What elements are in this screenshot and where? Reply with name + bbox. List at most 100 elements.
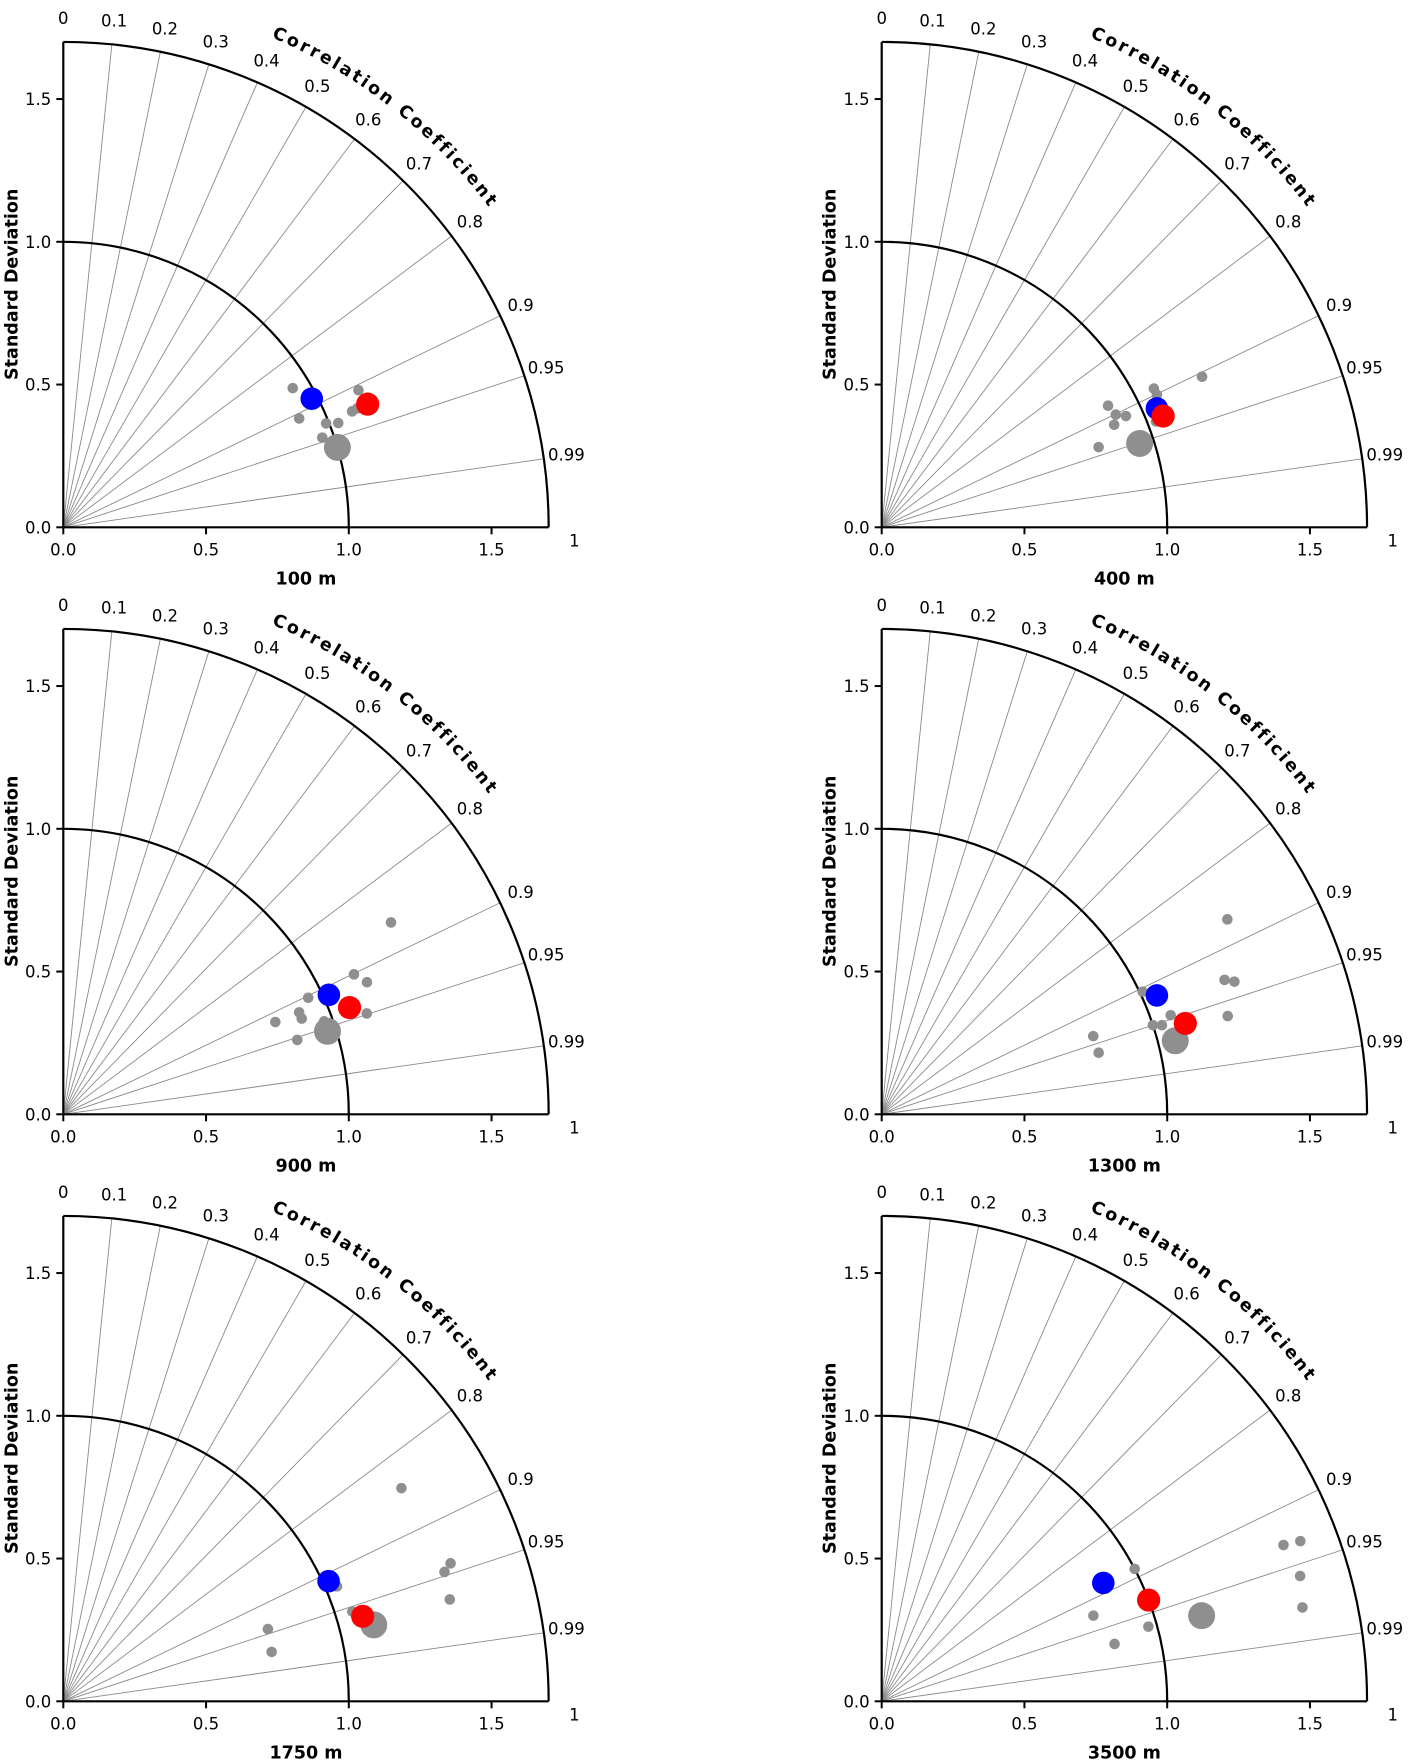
correlation-tick-label: 0.8 (1275, 1386, 1301, 1405)
gray-member-marker (317, 432, 328, 443)
x-axis-ticks: 0.0 0.5 1.0 1.5 (869, 1114, 1323, 1146)
radial-gridline (881, 767, 1222, 1115)
correlation-tick-label: 0.3 (203, 33, 229, 52)
panel-title: 900 m (276, 1156, 337, 1174)
radial-gridline (881, 1045, 1363, 1115)
reference-std-arc (881, 827, 1169, 1115)
x-tick-label: 0.0 (869, 540, 895, 559)
gray-member-marker (287, 382, 299, 394)
correlation-tick-label: 0.4 (1072, 52, 1098, 71)
correlation-tick-label: 0.9 (508, 883, 534, 902)
correlation-tick-label: 0.5 (304, 664, 330, 683)
correlation-tick-label: 0.7 (406, 741, 432, 760)
gray-mean-marker (323, 433, 351, 461)
radial-gridline (62, 44, 113, 528)
data-markers (1087, 914, 1240, 1059)
correlation-tick-label: 0.5 (304, 1251, 330, 1270)
gray-member-marker (353, 384, 364, 396)
correlation-tick-label: 0.99 (548, 1620, 585, 1639)
correlation-tick-label: 0.6 (355, 111, 381, 130)
radial-gridline (63, 1045, 544, 1115)
red-marker (351, 1604, 375, 1628)
correlation-tick-label: 0.7 (1224, 154, 1250, 173)
gray-mean-marker (1126, 429, 1154, 457)
correlation-tick-label: 0 (876, 9, 887, 28)
y-axis-title: Standard Deviation (2, 189, 22, 380)
radial-gridline (881, 962, 1343, 1115)
red-marker (1137, 1588, 1161, 1612)
gray-member-marker (1222, 1010, 1234, 1022)
correlation-tick-label: 0.5 (304, 77, 330, 96)
y-tick-label: 0.0 (843, 1692, 869, 1711)
radial-gridline (62, 1354, 404, 1702)
radial-gridline (881, 138, 1174, 528)
y-tick-label: 1.0 (843, 233, 869, 252)
correlation-tick-label: 0.3 (203, 620, 229, 639)
correlation-tick-label: 0.99 (548, 446, 585, 465)
correlation-axis-title: Correlation Coefficient (1088, 1197, 1321, 1386)
correlation-axis-title: Correlation Coefficient (269, 610, 502, 799)
gray-member-marker (293, 413, 305, 424)
radial-gridline (63, 458, 544, 528)
y-tick-label: 1.0 (843, 1407, 869, 1426)
correlation-tick-label: 0.2 (970, 1193, 996, 1212)
taylor-plot: 0.0 0.5 1.0 1.5 0.0 0.5 1.0 1.5 0 0.1 0.2 0.3 0.4 0.5… (2, 1183, 585, 1761)
radial-gridline (62, 1218, 113, 1702)
correlation-tick-label: 0 (58, 1183, 69, 1202)
y-axis-ticks: 0.0 0.5 1.0 1.5 (843, 1264, 882, 1711)
radial-gridline (881, 1256, 1077, 1702)
y-axis-title: Standard Deviation (821, 1363, 841, 1554)
x-tick-label: 0.0 (50, 540, 76, 559)
correlation-tick-labels: 0 0.1 0.2 0.3 0.4 0.5 0.6 0.7 0.8 0.9 0.95 0.99 1 (58, 596, 585, 1137)
radial-gridline (881, 651, 1028, 1115)
radial-gridline (62, 1256, 258, 1702)
correlation-title-path (1090, 624, 1352, 864)
correlation-tick-labels: 0 0.1 0.2 0.3 0.4 0.5 0.6 0.7 0.8 0.9 0.95 0.99 1 (58, 9, 585, 550)
correlation-tick-label: 0.7 (406, 1328, 432, 1347)
outer-boundary-arc (63, 627, 550, 1115)
correlation-gridlines (881, 44, 1363, 528)
taylor-panel-400m: 0.0 0.5 1.0 1.5 0.0 0.5 1.0 1.5 0 0.1 0.2 0.3 0.4 0.5… (705, 0, 1410, 591)
radial-gridline (881, 1489, 1319, 1702)
correlation-tick-label: 0.3 (1021, 620, 1047, 639)
radial-gridline (881, 1409, 1271, 1702)
correlation-tick-label: 0.99 (548, 1033, 585, 1052)
correlation-title-path (271, 37, 533, 277)
correlation-tick-label: 0.95 (1346, 359, 1383, 378)
gray-member-marker (1219, 974, 1230, 986)
radial-gridline (62, 725, 355, 1115)
radial-gridline (62, 767, 404, 1115)
correlation-gridlines (881, 1218, 1363, 1702)
reference-std-arc (63, 827, 350, 1115)
correlation-tick-label: 0.9 (1326, 883, 1352, 902)
y-tick-label: 1.5 (843, 677, 869, 696)
correlation-gridlines (62, 631, 544, 1115)
correlation-tick-labels: 0 0.1 0.2 0.3 0.4 0.5 0.6 0.7 0.8 0.9 0.95 0.99 1 (876, 1183, 1403, 1724)
data-markers (262, 1482, 456, 1658)
outer-boundary-arc (63, 40, 550, 528)
blue-marker (317, 983, 341, 1007)
correlation-tick-labels: 0 0.1 0.2 0.3 0.4 0.5 0.6 0.7 0.8 0.9 0.95 0.99 1 (876, 596, 1403, 1137)
correlation-tick-label: 0.99 (1366, 446, 1403, 465)
radial-gridline (881, 180, 1222, 528)
correlation-tick-label: 0 (876, 596, 887, 615)
correlation-tick-label: 0.95 (528, 359, 565, 378)
radial-gridline (881, 1225, 980, 1702)
gray-member-marker (385, 917, 397, 928)
gray-member-marker (1129, 1563, 1140, 1575)
gray-member-marker (1093, 441, 1104, 453)
correlation-tick-label: 0.99 (1366, 1033, 1403, 1052)
gray-member-marker (1278, 1539, 1289, 1551)
correlation-tick-label: 1 (569, 531, 580, 550)
x-axis-ticks: 0.0 0.5 1.0 1.5 (50, 1701, 505, 1733)
gray-member-marker (1093, 1047, 1104, 1059)
x-tick-label: 0.5 (1011, 1127, 1037, 1146)
y-tick-label: 1.5 (843, 1264, 869, 1283)
correlation-tick-label: 0.3 (1021, 33, 1047, 52)
y-tick-label: 1.0 (25, 1407, 51, 1426)
y-tick-label: 0.0 (843, 1105, 869, 1124)
gray-member-marker (291, 1034, 303, 1046)
y-tick-label: 0.5 (25, 376, 51, 395)
x-tick-label: 1.0 (336, 1714, 362, 1733)
taylor-panel-900m: 0.0 0.5 1.0 1.5 0.0 0.5 1.0 1.5 0 0.1 0.2 0.3 0.4 0.5… (0, 587, 705, 1178)
